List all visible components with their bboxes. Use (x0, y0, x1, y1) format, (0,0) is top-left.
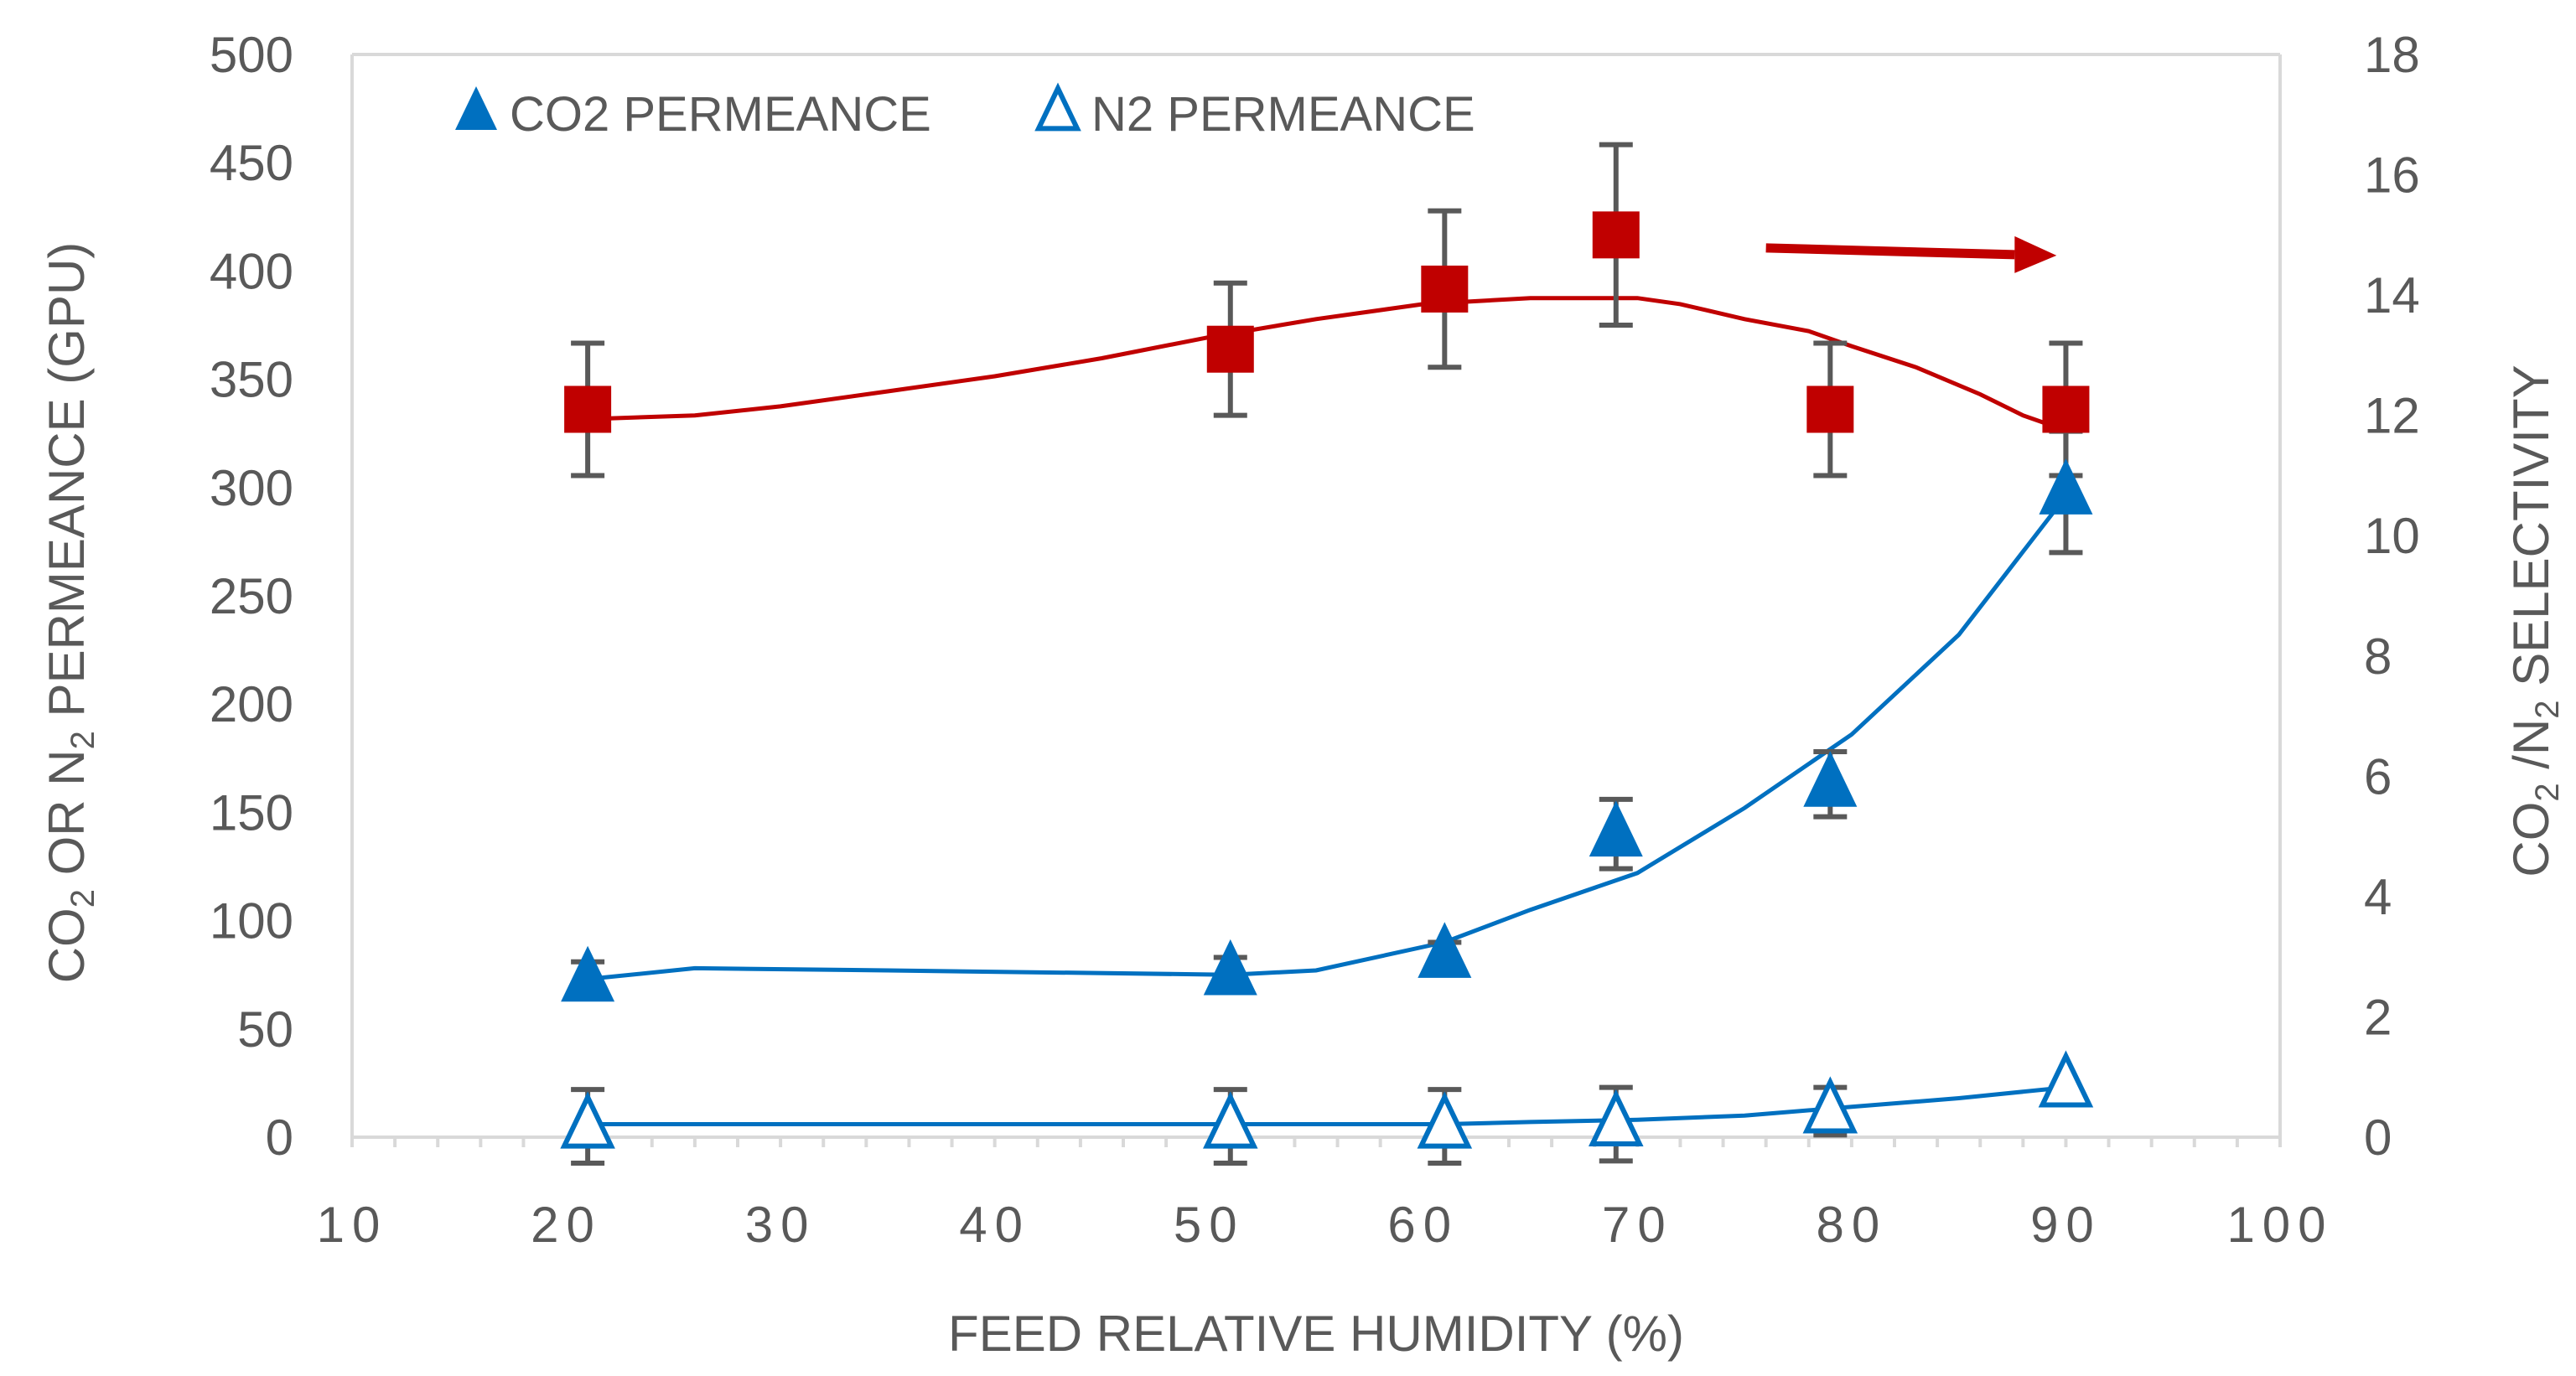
y2-axis-title: CO2 /N2 SELECTIVITY (2503, 365, 2566, 877)
x-tick-label: 20 (531, 1197, 602, 1253)
x-tick-label: 100 (2226, 1197, 2333, 1253)
y2-tick-label: 16 (2364, 147, 2420, 204)
axis-title-part: 2 (2529, 700, 2566, 718)
x-tick-label: 10 (317, 1197, 388, 1253)
axis-title-part: OR N (39, 749, 95, 889)
y-tick-label: 0 (266, 1110, 293, 1166)
co2-point (1589, 800, 1643, 857)
n2-point (1589, 1089, 1644, 1147)
y-tick-label: 50 (237, 1001, 293, 1058)
x-tick-label: 40 (959, 1197, 1030, 1253)
selectivity-point (1421, 265, 1469, 313)
trend-line (587, 494, 2068, 981)
y-tick-label: 250 (210, 568, 293, 624)
co2-point (1803, 751, 1858, 807)
axis-title-part: /N (2503, 719, 2559, 784)
legend-label: N2 PERMEANCE (1091, 87, 1475, 142)
axis-title-part: SELECTIVITY (2503, 365, 2559, 700)
x-axis-title: FEED RELATIVE HUMIDITY (%) (948, 1306, 1684, 1362)
y2-tick-label: 0 (2364, 1110, 2392, 1166)
y2-tick-label: 6 (2364, 748, 2392, 804)
selectivity-point (2042, 385, 2090, 433)
y-tick-label: 200 (210, 676, 293, 732)
axis-title-part: 2 (2529, 783, 2566, 801)
y2-tick-label: 18 (2364, 27, 2420, 83)
y-tick-label: 400 (210, 243, 293, 299)
axis-title-part: 2 (65, 889, 101, 908)
co2-point (1418, 922, 1472, 978)
co2-point (2039, 458, 2093, 515)
selectivity-axis-arrowhead (2014, 235, 2057, 273)
selectivity-point (564, 385, 612, 433)
n2-point (1203, 1091, 1258, 1149)
x-tick-label: 60 (1387, 1197, 1459, 1253)
x-tick-label: 70 (1602, 1197, 1673, 1253)
y-tick-label: 300 (210, 460, 293, 516)
legend-marker-n2 (1034, 82, 1081, 132)
trend-line (609, 296, 2067, 432)
axis-title-part: CO (39, 908, 95, 983)
axis-title-part: CO (2503, 802, 2559, 877)
selectivity-axis-arrow (1765, 243, 2015, 260)
y-tick-label: 150 (210, 784, 293, 841)
trend-line (588, 1085, 2066, 1126)
y-tick-label: 100 (210, 893, 293, 949)
n2-point (560, 1091, 615, 1149)
x-tick-label: 50 (1174, 1197, 1245, 1253)
co2-point (561, 945, 615, 1002)
n2-point (2038, 1050, 2094, 1108)
selectivity-point (1592, 211, 1640, 259)
selectivity-point (1206, 325, 1254, 373)
n2-point (1417, 1091, 1473, 1149)
y2-tick-label: 12 (2364, 388, 2420, 444)
y-tick-label: 450 (210, 135, 293, 191)
y-axis-title: CO2 OR N2 PERMEANCE (GPU) (39, 242, 101, 984)
y2-tick-label: 14 (2364, 267, 2420, 323)
y-tick-label: 500 (210, 27, 293, 83)
axis-title-part: PERMEANCE (GPU) (39, 242, 95, 731)
selectivity-point (1806, 385, 1854, 433)
y-tick-label: 350 (210, 352, 293, 408)
y2-tick-label: 10 (2364, 508, 2420, 564)
n2-point (1802, 1076, 1858, 1134)
co2-point (1203, 939, 1257, 996)
x-tick-label: 90 (2030, 1197, 2102, 1253)
x-tick-label: 30 (745, 1197, 816, 1253)
x-tick-label: 80 (1817, 1197, 1888, 1253)
legend-marker-co2 (455, 86, 497, 130)
y2-tick-label: 2 (2364, 989, 2392, 1045)
legend-label: CO2 PERMEANCE (510, 87, 931, 142)
y2-tick-label: 4 (2364, 869, 2392, 925)
y2-tick-label: 8 (2364, 629, 2392, 685)
axis-title-part: 2 (65, 731, 101, 749)
